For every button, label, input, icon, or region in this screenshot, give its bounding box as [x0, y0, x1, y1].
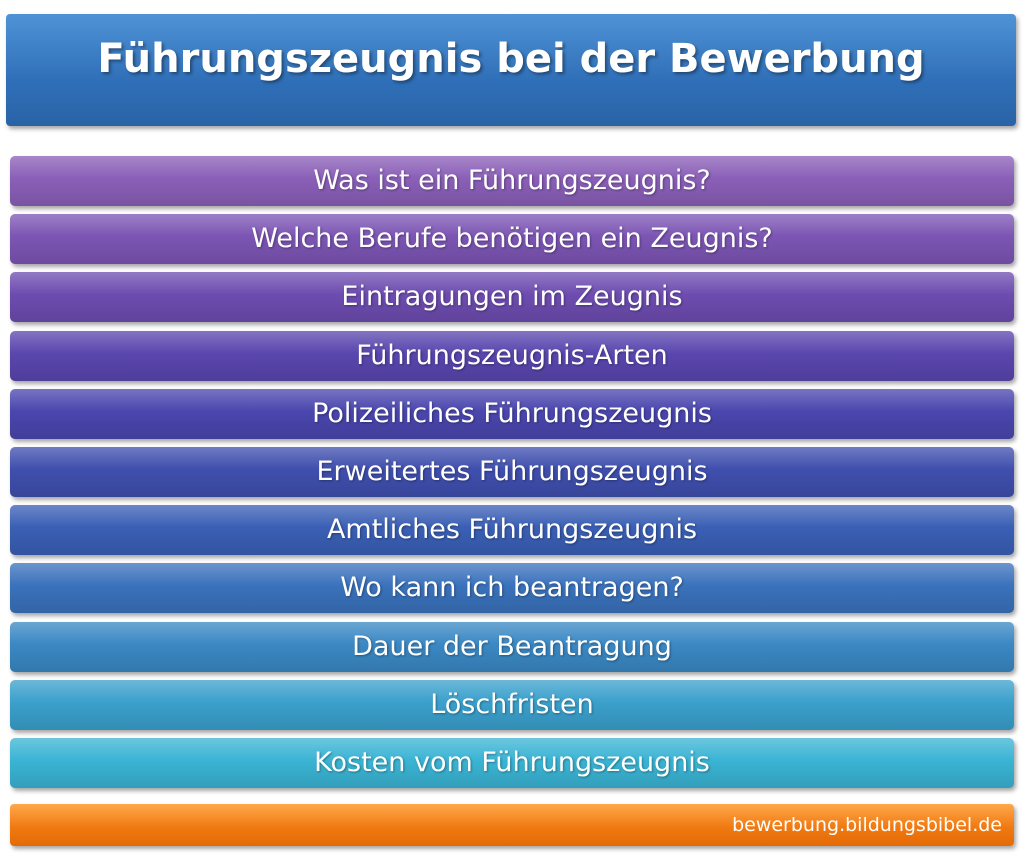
header: Führungszeugnis bei der Bewerbung	[6, 14, 1016, 126]
footer: bewerbung.bildungsbibel.de	[10, 804, 1014, 846]
topic-item[interactable]: Dauer der Beantragung	[10, 621, 1014, 672]
topic-item[interactable]: Erweitertes Führungszeugnis	[10, 447, 1014, 497]
topic-item[interactable]: Was ist ein Führungszeugnis?	[10, 156, 1014, 206]
source: bewerbung.bildungsbibel.de	[732, 814, 1002, 836]
topic-item[interactable]: Eintragungen im Zeugnis	[10, 272, 1014, 323]
title: Führungszeugnis bei der Bewerbung	[97, 36, 925, 82]
topic-item[interactable]: Führungszeugnis-Arten	[10, 330, 1014, 381]
topic-item[interactable]: Wo kann ich beantragen?	[10, 563, 1014, 614]
topic-item[interactable]: Kosten vom Führungszeugnis	[10, 738, 1014, 788]
topic-item[interactable]: Löschfristen	[10, 679, 1014, 730]
topic-item[interactable]: Welche Berufe benötigen ein Zeugnis?	[10, 214, 1014, 265]
topic-item[interactable]: Amtliches Führungszeugnis	[10, 505, 1014, 556]
topic-item[interactable]: Polizeiliches Führungszeugnis	[10, 388, 1014, 439]
